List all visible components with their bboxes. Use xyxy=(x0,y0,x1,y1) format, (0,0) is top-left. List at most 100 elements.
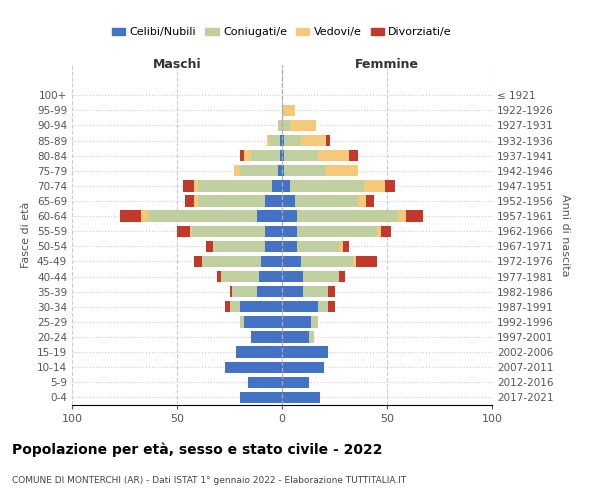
Bar xyxy=(280,150,282,162)
Bar xyxy=(301,256,353,267)
Text: Maschi: Maschi xyxy=(152,58,202,71)
Bar xyxy=(269,135,280,146)
Bar xyxy=(194,196,198,206)
Bar xyxy=(185,196,194,206)
Bar xyxy=(358,196,366,206)
Bar xyxy=(366,196,374,206)
Bar xyxy=(265,240,282,252)
Bar xyxy=(381,226,391,237)
Bar xyxy=(398,210,406,222)
Bar xyxy=(303,286,328,298)
Bar xyxy=(261,256,282,267)
Bar xyxy=(338,271,345,282)
Bar xyxy=(226,362,282,373)
Bar xyxy=(240,301,282,312)
Bar xyxy=(303,271,338,282)
Bar xyxy=(318,150,349,162)
Bar xyxy=(282,226,296,237)
Bar xyxy=(284,135,301,146)
Bar xyxy=(296,210,398,222)
Bar xyxy=(282,392,320,403)
Bar xyxy=(355,256,377,267)
Bar xyxy=(282,180,290,192)
Bar xyxy=(282,316,311,328)
Bar xyxy=(310,332,314,342)
Bar xyxy=(280,135,282,146)
Bar xyxy=(229,301,240,312)
Y-axis label: Anni di nascita: Anni di nascita xyxy=(560,194,570,276)
Bar xyxy=(234,165,240,176)
Bar xyxy=(271,180,282,192)
Bar xyxy=(284,165,326,176)
Bar xyxy=(318,301,328,312)
Bar xyxy=(328,301,335,312)
Bar xyxy=(212,240,265,252)
Text: Femmine: Femmine xyxy=(355,58,419,71)
Bar xyxy=(301,135,326,146)
Bar xyxy=(265,226,282,237)
Bar xyxy=(282,196,295,206)
Bar xyxy=(240,316,244,328)
Bar xyxy=(202,256,261,267)
Bar xyxy=(194,256,202,267)
Y-axis label: Fasce di età: Fasce di età xyxy=(22,202,31,268)
Bar xyxy=(296,240,338,252)
Bar xyxy=(177,226,190,237)
Bar xyxy=(282,256,301,267)
Bar xyxy=(328,286,335,298)
Bar xyxy=(221,271,259,282)
Bar xyxy=(282,271,303,282)
Bar xyxy=(244,150,251,162)
Bar xyxy=(194,180,198,192)
Bar xyxy=(377,226,381,237)
Bar xyxy=(282,301,318,312)
Bar xyxy=(282,150,284,162)
Bar xyxy=(257,286,282,298)
Bar xyxy=(192,226,265,237)
Bar xyxy=(296,226,377,237)
Bar xyxy=(326,165,358,176)
Bar xyxy=(232,286,257,298)
Bar xyxy=(257,210,282,222)
Bar xyxy=(290,180,364,192)
Bar xyxy=(198,196,265,206)
Bar xyxy=(290,120,316,131)
Bar xyxy=(240,392,282,403)
Bar xyxy=(349,150,358,162)
Bar xyxy=(284,150,318,162)
Bar xyxy=(282,362,324,373)
Bar xyxy=(251,332,282,342)
Bar xyxy=(282,376,310,388)
Bar xyxy=(282,135,284,146)
Bar xyxy=(282,210,296,222)
Bar xyxy=(385,180,395,192)
Bar xyxy=(282,104,284,116)
Bar xyxy=(240,165,278,176)
Bar xyxy=(282,120,290,131)
Bar xyxy=(240,150,244,162)
Bar xyxy=(311,316,318,328)
Bar xyxy=(267,135,269,146)
Bar xyxy=(236,346,282,358)
Bar xyxy=(406,210,422,222)
Bar xyxy=(206,240,213,252)
Bar xyxy=(244,316,282,328)
Bar xyxy=(121,210,142,222)
Bar xyxy=(278,165,282,176)
Bar xyxy=(364,180,385,192)
Bar xyxy=(282,165,284,176)
Bar xyxy=(142,210,148,222)
Bar xyxy=(259,271,282,282)
Bar xyxy=(248,376,282,388)
Bar xyxy=(230,286,232,298)
Bar xyxy=(353,256,355,267)
Bar xyxy=(326,135,331,146)
Legend: Celibi/Nubili, Coniugati/e, Vedovi/e, Divorziati/e: Celibi/Nubili, Coniugati/e, Vedovi/e, Di… xyxy=(107,23,457,42)
Bar xyxy=(343,240,349,252)
Bar xyxy=(338,240,343,252)
Bar xyxy=(184,180,194,192)
Text: COMUNE DI MONTERCHI (AR) - Dati ISTAT 1° gennaio 2022 - Elaborazione TUTTITALIA.: COMUNE DI MONTERCHI (AR) - Dati ISTAT 1°… xyxy=(12,476,406,485)
Bar xyxy=(217,271,221,282)
Bar xyxy=(198,180,271,192)
Bar xyxy=(282,286,303,298)
